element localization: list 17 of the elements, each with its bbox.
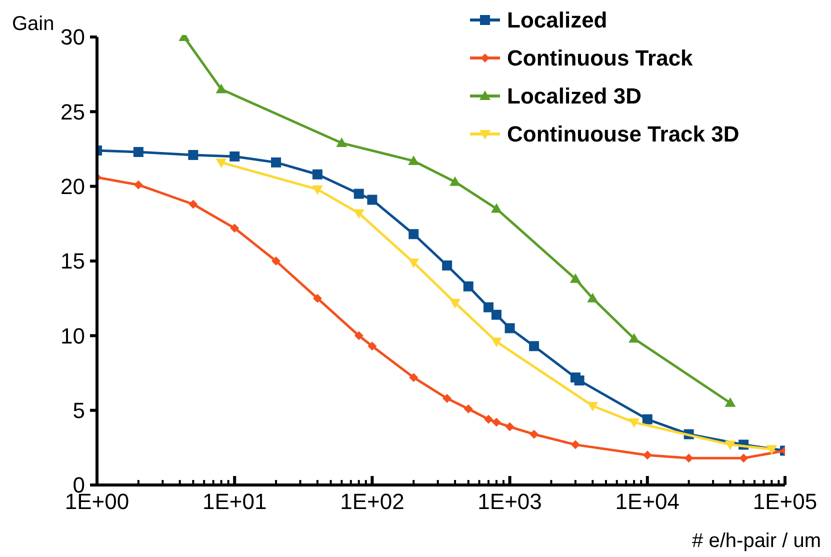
x-tick-label: 1E+02 [340, 489, 404, 514]
x-tick-label: 1E+04 [615, 489, 680, 514]
y-tick-label: 10 [60, 323, 85, 348]
legend-label: Continuouse Track 3D [507, 122, 740, 147]
x-axis-title: # e/h-pair / um [692, 530, 821, 552]
y-axis-title: Gain [12, 13, 54, 35]
legend-label: Localized 3D [507, 84, 642, 109]
y-tick-label: 25 [60, 99, 85, 124]
y-tick-label: 20 [60, 174, 85, 200]
legend-label: Localized [507, 8, 608, 33]
x-tick-label: 1E+01 [202, 489, 267, 514]
y-tick-label: 15 [60, 248, 85, 274]
legend-label: Continuous Track [507, 46, 694, 71]
y-tick-label: 5 [72, 398, 85, 424]
x-tick-label: 1E+03 [478, 489, 542, 514]
x-tick-label: 1E+05 [752, 489, 818, 514]
y-tick-label: 30 [60, 24, 85, 50]
